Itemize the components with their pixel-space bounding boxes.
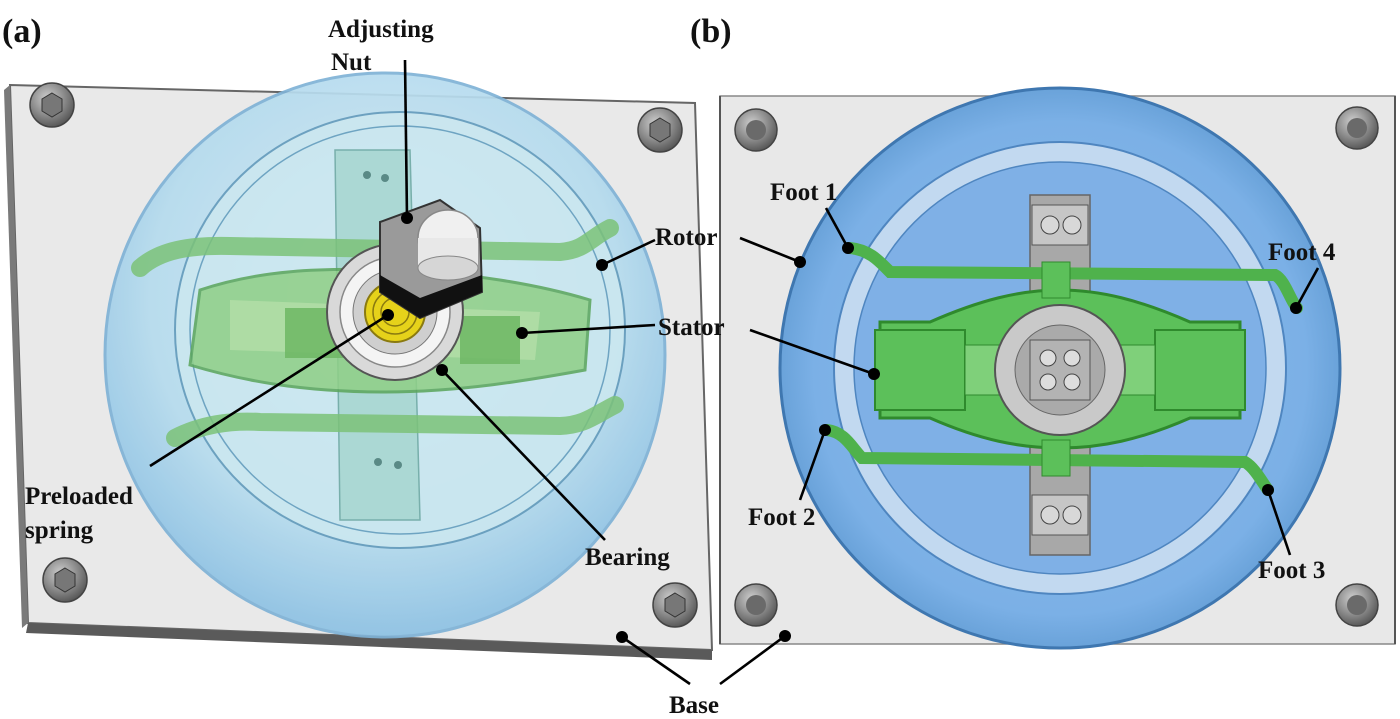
leader-lines <box>149 59 1320 686</box>
panel-label-a: (a) <box>2 13 42 50</box>
stator-leg-a <box>131 219 619 277</box>
bolt-icon <box>42 557 88 603</box>
bolt-icon <box>734 583 778 627</box>
label-adjusting-nut-line2: Nut <box>331 49 372 76</box>
label-foot-1: Foot 1 <box>770 179 837 206</box>
panel-a <box>4 71 714 660</box>
label-rotor: Rotor <box>655 224 717 251</box>
stator-leg-b <box>844 242 1303 314</box>
label-preloaded-line1: Preloaded <box>25 483 133 510</box>
bolt-icon <box>637 107 683 153</box>
bolt-icon <box>1335 583 1379 627</box>
label-base: Base <box>669 692 719 719</box>
panel-label-b: (b) <box>690 13 732 50</box>
label-stator: Stator <box>658 314 725 341</box>
label-foot-2: Foot 2 <box>748 504 815 531</box>
panel-b <box>719 86 1396 650</box>
base-plate-a-side <box>4 85 28 628</box>
adjusting-nut-a <box>379 198 484 320</box>
bolt-icon <box>29 82 75 128</box>
label-bearing: Bearing <box>585 544 670 571</box>
base-plate-a-edge <box>26 623 712 660</box>
bolt-icon <box>734 108 778 152</box>
label-foot-4: Foot 4 <box>1268 239 1336 266</box>
label-foot-3: Foot 3 <box>1258 557 1325 584</box>
label-adjusting-nut-line1: Adjusting <box>328 16 434 43</box>
bolt-icon <box>1335 106 1379 150</box>
bolt-icon <box>652 582 698 628</box>
stator-leg-a <box>166 396 624 447</box>
label-preloaded-line2: spring <box>25 517 94 544</box>
